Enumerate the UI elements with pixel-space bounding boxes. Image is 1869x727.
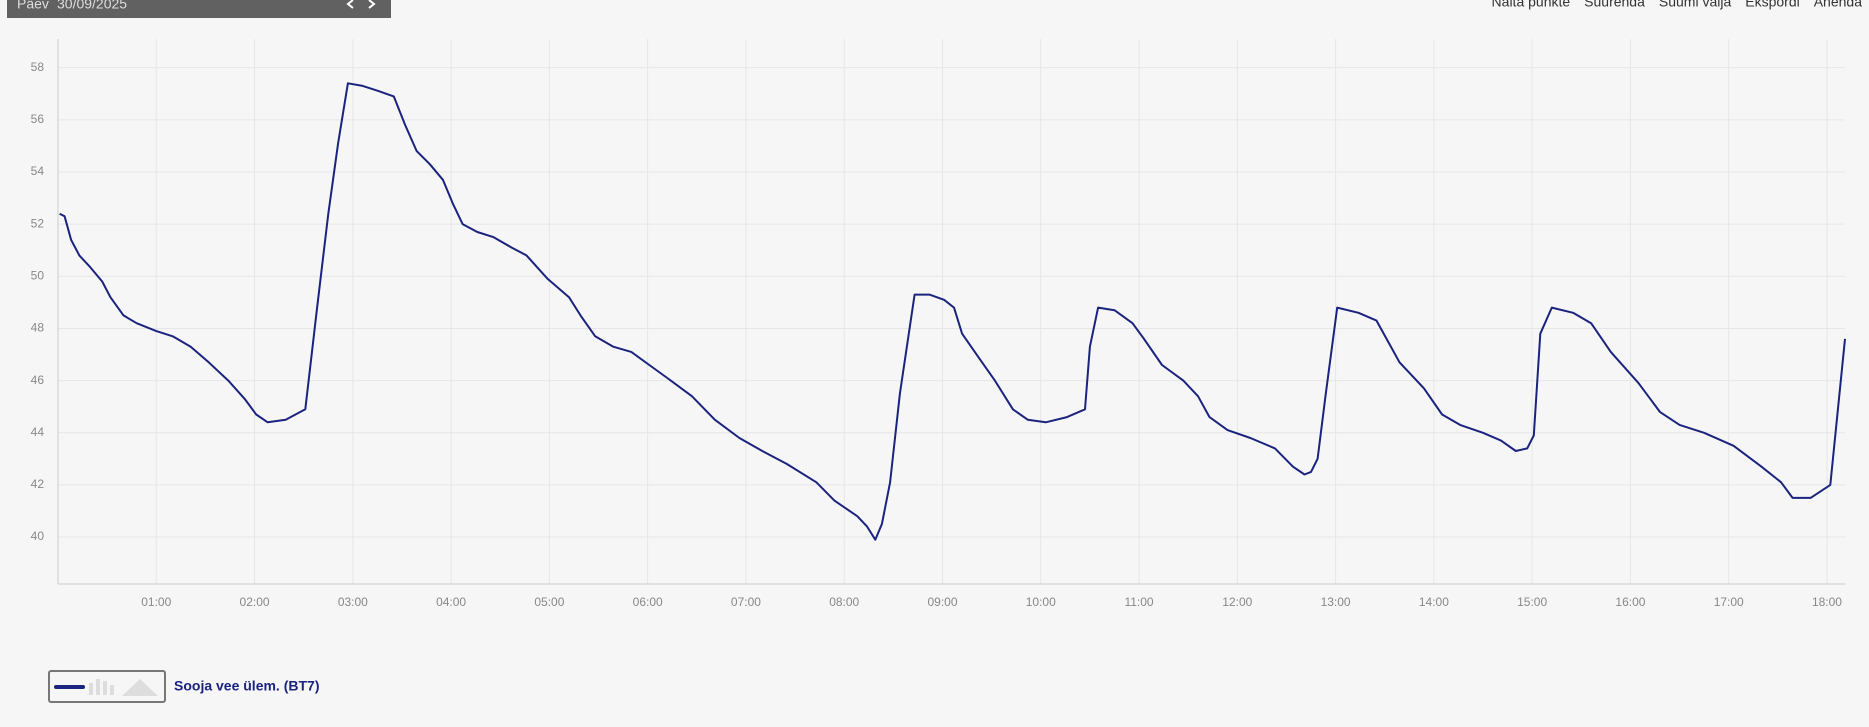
legend-bar-icon xyxy=(103,681,107,695)
x-tick-label: 16:00 xyxy=(1615,595,1645,609)
x-tick-label: 13:00 xyxy=(1321,595,1351,609)
x-tick-label: 11:00 xyxy=(1124,595,1153,609)
x-tick-label: 02:00 xyxy=(240,595,270,609)
x-tick-label: 03:00 xyxy=(338,595,368,609)
toolbar xyxy=(7,0,391,18)
date-field[interactable]: 30/09/2025 xyxy=(57,0,127,12)
toolbar-button[interactable]: Suumi välja xyxy=(1659,0,1732,10)
y-tick-label: 58 xyxy=(31,60,45,74)
legend-area-icon xyxy=(122,679,158,696)
toolbar-button[interactable]: Näita punkte xyxy=(1492,0,1571,10)
x-tick-label: 06:00 xyxy=(633,595,663,609)
x-tick-label: 14:00 xyxy=(1419,595,1449,609)
x-tick-label: 05:00 xyxy=(534,595,564,609)
toolbar-button[interactable]: Suurenda xyxy=(1584,0,1645,10)
y-tick-label: 50 xyxy=(31,268,45,282)
series-line xyxy=(59,82,1846,541)
y-tick-label: 42 xyxy=(31,477,45,491)
y-tick-label: 52 xyxy=(31,216,45,230)
y-tick-label: 46 xyxy=(31,373,45,387)
toolbar-button[interactable]: Ekspordi xyxy=(1745,0,1799,10)
period-label: Päev xyxy=(17,0,49,12)
x-tick-label: 04:00 xyxy=(436,595,466,609)
legend-box[interactable] xyxy=(48,670,166,703)
x-tick-label: 17:00 xyxy=(1714,595,1744,609)
y-tick-label: 44 xyxy=(31,425,45,439)
legend-bar-icon xyxy=(110,685,114,695)
x-tick-label: 12:00 xyxy=(1222,595,1252,609)
x-tick-label: 08:00 xyxy=(829,595,859,609)
toolbar-button[interactable]: Ahenda xyxy=(1814,0,1862,10)
x-tick-label: 09:00 xyxy=(927,595,957,609)
legend-bar-icon xyxy=(89,683,93,695)
legend-label[interactable]: Sooja vee ülem. (BT7) xyxy=(174,678,319,694)
y-tick-label: 40 xyxy=(31,529,45,543)
x-tick-label: 01:00 xyxy=(141,595,171,609)
prev-arrow[interactable] xyxy=(346,0,354,9)
next-arrow[interactable] xyxy=(368,0,376,9)
x-tick-label: 10:00 xyxy=(1026,595,1056,609)
legend-bar-icon xyxy=(96,679,100,695)
x-tick-label: 07:00 xyxy=(731,595,761,609)
y-tick-label: 54 xyxy=(31,164,45,178)
y-tick-label: 48 xyxy=(31,321,45,335)
x-tick-label: 18:00 xyxy=(1812,595,1842,609)
y-tick-label: 56 xyxy=(31,112,45,126)
x-tick-label: 15:00 xyxy=(1517,595,1547,609)
